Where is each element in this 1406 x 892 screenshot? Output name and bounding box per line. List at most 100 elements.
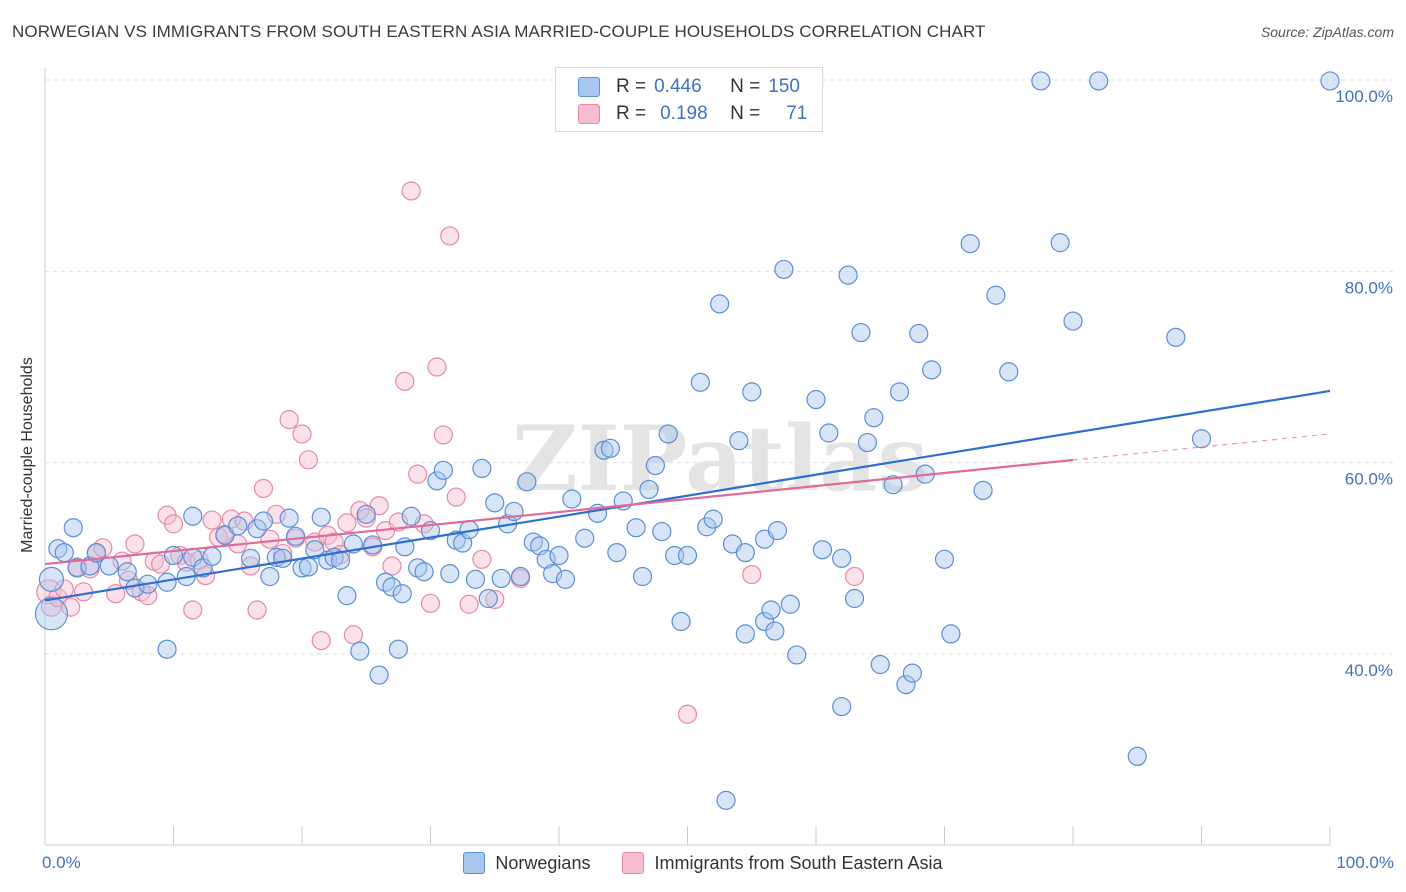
data-point <box>465 569 486 589</box>
data-point <box>459 594 479 614</box>
data-point <box>806 389 826 410</box>
data-point <box>54 542 74 563</box>
watermark: ZIPatlas <box>512 406 928 512</box>
legend-n-label: N = <box>730 103 761 124</box>
data-point <box>703 509 723 529</box>
data-point <box>658 424 678 444</box>
data-point <box>607 542 627 563</box>
data-point <box>857 432 878 453</box>
data-point <box>632 566 653 587</box>
data-point <box>298 450 319 470</box>
data-point <box>247 600 267 620</box>
data-point <box>870 654 890 675</box>
data-point <box>735 624 755 644</box>
data-point <box>765 621 785 641</box>
data-point <box>215 525 235 545</box>
legend-r-value: 0.198 <box>660 103 708 124</box>
trend-line-immigrants <box>44 458 1074 566</box>
data-point <box>472 458 492 479</box>
data-point <box>922 360 942 380</box>
data-point <box>440 564 460 584</box>
data-point <box>485 493 505 513</box>
data-point <box>63 518 83 538</box>
data-point <box>832 697 852 717</box>
data-point <box>761 600 781 620</box>
data-point <box>999 362 1019 382</box>
data-point <box>414 562 434 582</box>
data-point <box>883 475 903 495</box>
data-point <box>401 181 421 201</box>
data-point <box>440 226 460 246</box>
data-point <box>324 532 344 552</box>
data-point <box>117 562 137 582</box>
data-point <box>819 423 839 443</box>
data-point <box>626 518 646 538</box>
y-tick-labels: 40.0% 60.0% 80.0% 100.0% <box>1335 87 1393 680</box>
data-point <box>86 542 107 563</box>
data-point <box>645 455 665 476</box>
data-point <box>350 641 370 661</box>
data-point <box>337 513 357 533</box>
data-point <box>510 566 531 587</box>
legend-item-immigrants: Immigrants from South Eastern Asia <box>622 852 943 874</box>
y-tick-label: 100.0% <box>1335 87 1393 106</box>
data-point <box>433 460 453 480</box>
data-point <box>343 625 363 645</box>
x-tick-label-min: 0.0% <box>42 853 81 872</box>
data-point <box>311 507 331 527</box>
data-point <box>478 588 498 609</box>
legend-r-label: R = <box>616 76 647 97</box>
data-point <box>774 259 794 280</box>
chart-title: NORWEGIAN VS IMMIGRANTS FROM SOUTH EASTE… <box>12 22 986 41</box>
data-point <box>909 323 929 344</box>
data-point <box>260 566 280 587</box>
data-point <box>395 371 415 391</box>
data-point <box>960 233 980 254</box>
data-point <box>677 545 698 566</box>
trend-line-immigrants-extension <box>1072 433 1331 461</box>
data-point <box>157 639 177 659</box>
data-point <box>163 545 184 566</box>
legend-r-value: 0.446 <box>654 76 702 97</box>
legend-swatch-pink <box>578 104 600 124</box>
data-point <box>844 566 865 587</box>
data-point <box>485 589 505 610</box>
data-point <box>382 556 402 576</box>
data-point <box>851 322 871 343</box>
norwegians-series-points <box>34 71 1340 810</box>
data-point <box>491 568 511 589</box>
data-point <box>446 487 466 507</box>
data-point <box>536 549 556 569</box>
data-point <box>253 478 274 499</box>
legend-swatch-blue <box>463 852 486 874</box>
data-point <box>1089 71 1109 91</box>
data-point <box>889 382 910 402</box>
data-point <box>472 549 492 569</box>
data-point <box>356 504 376 524</box>
data-point <box>311 631 331 651</box>
legend-swatch-pink <box>622 852 645 874</box>
data-point <box>1031 71 1051 91</box>
y-tick-label: 60.0% <box>1345 470 1393 489</box>
data-point <box>549 545 569 566</box>
data-point <box>754 611 775 632</box>
data-point <box>1320 71 1340 91</box>
data-point <box>716 790 736 810</box>
data-point <box>690 372 710 392</box>
data-point <box>973 480 993 501</box>
data-point <box>1050 233 1070 253</box>
data-point <box>247 519 267 539</box>
stats-legend: R = 0.446 N = 150 R = 0.198 N = 71 <box>555 67 823 132</box>
data-point <box>408 464 428 484</box>
data-point <box>986 285 1006 305</box>
data-point <box>61 597 81 617</box>
data-point <box>902 663 922 683</box>
data-point <box>292 424 312 444</box>
data-point <box>555 569 576 589</box>
data-point <box>427 471 447 491</box>
source-credit: Source: ZipAtlas.com <box>1260 24 1394 40</box>
data-point <box>697 517 717 537</box>
data-point <box>420 593 441 613</box>
data-point <box>639 479 659 500</box>
